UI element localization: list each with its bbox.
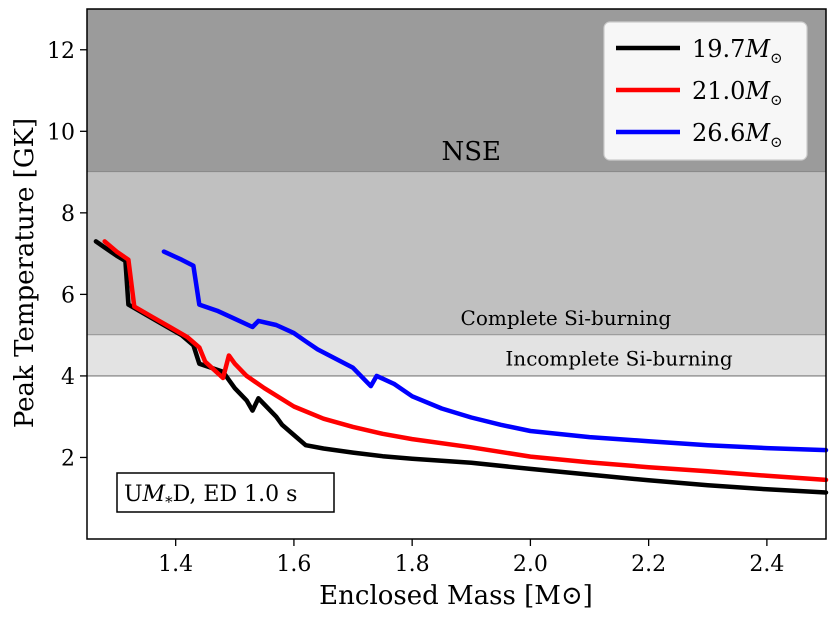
region-complete-si — [87, 172, 826, 336]
annotation-sub: * — [165, 493, 173, 511]
y-tick-label: 2 — [61, 446, 75, 471]
y-tick-label: 10 — [47, 120, 75, 145]
x-tick-label: 1.4 — [158, 552, 193, 577]
annotation-text: UM*D, ED 1.0 s — [124, 482, 297, 511]
legend-box — [603, 21, 808, 161]
series-line-3 — [161, 249, 829, 453]
x-axis-label: Enclosed Mass [M⊙] — [319, 581, 593, 611]
y-tick-label: 12 — [47, 39, 75, 64]
region-label-incomplete-si: Incomplete Si-burning — [505, 347, 733, 371]
y-axis-label: Peak Temperature [GK] — [10, 118, 40, 428]
legend-label-3: 26.6M⊙ — [692, 119, 783, 151]
y-tick-label: 6 — [61, 283, 75, 308]
series-line-2 — [102, 239, 829, 483]
x-tick-label: 1.8 — [395, 552, 430, 577]
y-axis-ticks: 2 4 6 8 10 12 — [47, 39, 87, 471]
x-tick-label: 1.6 — [276, 552, 311, 577]
x-tick-label: 2.2 — [631, 552, 666, 577]
series-lines — [93, 239, 829, 495]
y-tick-label: 4 — [61, 365, 75, 390]
x-tick-label: 2.0 — [513, 552, 548, 577]
annotation-math: M — [142, 482, 166, 507]
y-tick-label: 8 — [61, 202, 75, 227]
x-axis-ticks: 1.4 1.6 1.8 2.0 2.2 2.4 — [158, 539, 784, 577]
annotation-suffix: D, ED 1.0 s — [173, 482, 298, 507]
legend-label-1: 19.7M⊙ — [692, 35, 783, 67]
plot-frame — [86, 8, 827, 540]
annotation-box — [116, 472, 335, 513]
x-tick-label: 2.4 — [749, 552, 784, 577]
legend-label-2: 21.0M⊙ — [692, 77, 783, 109]
legend: 19.7M⊙ 21.0M⊙ 26.6M⊙ — [603, 21, 808, 161]
region-label-nse: NSE — [442, 137, 502, 167]
model-annotation: UM*D, ED 1.0 s — [116, 472, 335, 513]
region-label-complete-si: Complete Si-burning — [461, 306, 672, 330]
annotation-prefix: U — [124, 482, 143, 507]
